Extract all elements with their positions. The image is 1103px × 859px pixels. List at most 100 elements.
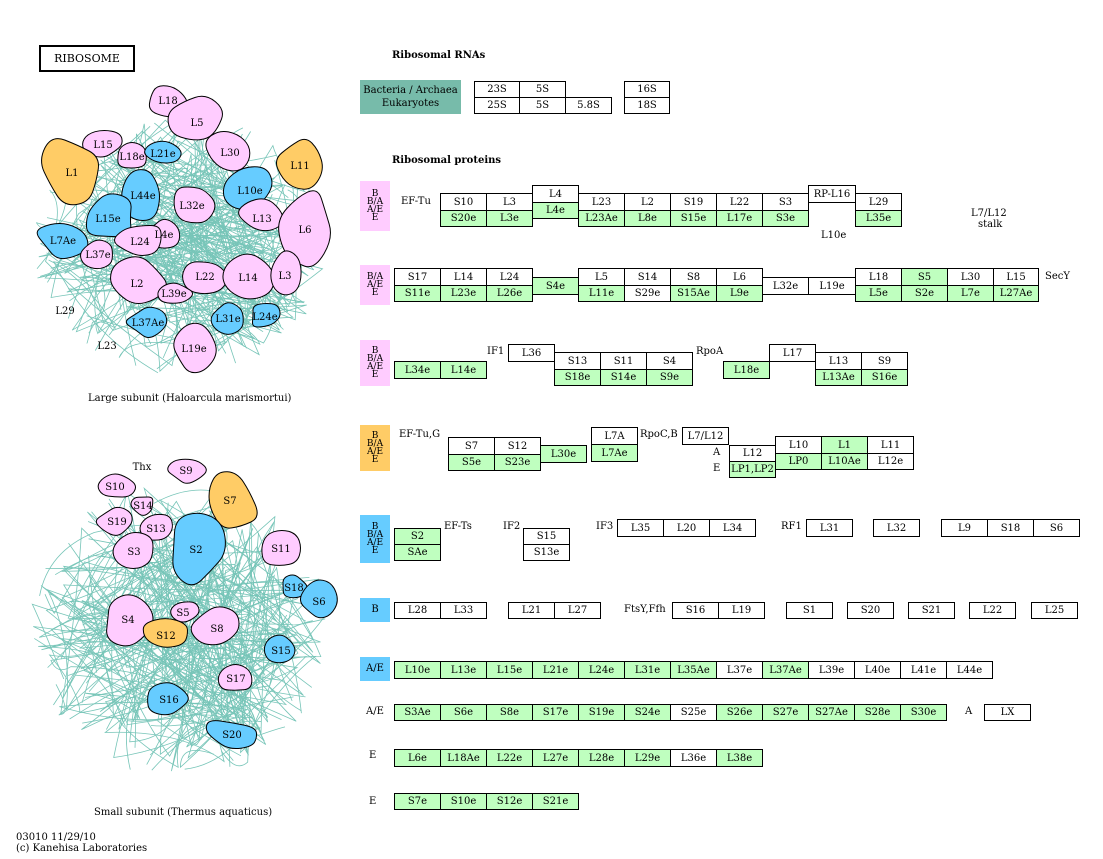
rna-23s[interactable]: 23S	[474, 81, 520, 98]
gene-S12e[interactable]: S12e	[486, 793, 533, 810]
gene-L32e[interactable]: L32e	[762, 277, 809, 295]
gene-S4e[interactable]: S4e	[532, 277, 579, 295]
gene-L9e[interactable]: L9e	[716, 285, 763, 302]
gene-L27[interactable]: L27	[554, 602, 601, 619]
gene-L37Ae[interactable]: L37Ae	[762, 661, 809, 679]
gene-S7[interactable]: S7	[448, 437, 495, 455]
gene-L10Ae[interactable]: L10Ae	[821, 453, 868, 470]
gene-S18[interactable]: S18	[987, 519, 1034, 537]
gene-L23[interactable]: L23	[578, 193, 625, 211]
gene-L8e[interactable]: L8e	[624, 210, 671, 227]
gene-S10[interactable]: S10	[440, 193, 487, 211]
gene-S3Ae[interactable]: S3Ae	[394, 704, 441, 721]
gene-S30e[interactable]: S30e	[900, 704, 947, 721]
gene-L35e[interactable]: L35e	[855, 210, 902, 227]
gene-L18[interactable]: L18	[855, 268, 902, 286]
gene-L3[interactable]: L3	[486, 193, 533, 211]
rna-16s[interactable]: 16S	[624, 81, 670, 98]
gene-S17e[interactable]: S17e	[532, 704, 579, 721]
gene-S28e[interactable]: S28e	[854, 704, 901, 721]
gene-S15e[interactable]: S15e	[670, 210, 717, 227]
gene-S14[interactable]: S14	[624, 268, 671, 286]
gene-L17[interactable]: L17	[769, 344, 816, 362]
gene-S9[interactable]: S9	[861, 352, 908, 370]
gene-L22-b[interactable]: L22	[969, 602, 1016, 619]
gene-S2[interactable]: S2	[394, 528, 441, 545]
gene-L39e[interactable]: L39e	[808, 661, 855, 679]
gene-S23e[interactable]: S23e	[494, 454, 541, 471]
gene-S16e[interactable]: S16e	[861, 369, 908, 386]
gene-L18Ae[interactable]: L18Ae	[440, 749, 487, 767]
rna-5s-bacteria[interactable]: 5S	[519, 81, 566, 98]
gene-SAe[interactable]: SAe	[394, 544, 441, 561]
gene-L7-L12[interactable]: L7/L12	[682, 427, 729, 445]
gene-S3e[interactable]: S3e	[762, 210, 809, 227]
gene-S3[interactable]: S3	[762, 193, 809, 211]
gene-L13[interactable]: L13	[815, 352, 862, 370]
gene-L9[interactable]: L9	[941, 519, 988, 537]
gene-L20[interactable]: L20	[663, 519, 710, 537]
gene-S24e[interactable]: S24e	[624, 704, 671, 721]
gene-S6e[interactable]: S6e	[440, 704, 487, 721]
rna-25s[interactable]: 25S	[474, 97, 520, 114]
gene-L10[interactable]: L10	[775, 436, 822, 454]
gene-L17e[interactable]: L17e	[716, 210, 763, 227]
gene-S8e[interactable]: S8e	[486, 704, 533, 721]
gene-L10e[interactable]: L10e	[394, 661, 441, 679]
gene-L30e[interactable]: L30e	[540, 445, 587, 463]
gene-L29[interactable]: L29	[855, 193, 902, 211]
gene-S21e[interactable]: S21e	[532, 793, 579, 810]
gene-S15Ae[interactable]: S15Ae	[670, 285, 717, 302]
gene-S10e[interactable]: S10e	[440, 793, 487, 810]
gene-L22[interactable]: L22	[716, 193, 763, 211]
gene-S5e[interactable]: S5e	[448, 454, 495, 471]
gene-L36[interactable]: L36	[508, 344, 555, 362]
gene-L3e[interactable]: L3e	[486, 210, 533, 227]
gene-L33[interactable]: L33	[440, 602, 487, 619]
gene-LP1-LP2[interactable]: LP1,LP2	[729, 461, 776, 478]
rna-5-8s[interactable]: 5.8S	[565, 97, 612, 114]
gene-L1[interactable]: L1	[821, 436, 868, 454]
gene-S7e[interactable]: S7e	[394, 793, 441, 810]
gene-L11[interactable]: L11	[867, 436, 914, 454]
gene-L38e[interactable]: L38e	[716, 749, 763, 767]
gene-L26e[interactable]: L26e	[486, 285, 533, 302]
gene-L41e[interactable]: L41e	[900, 661, 947, 679]
gene-L35[interactable]: L35	[617, 519, 664, 537]
gene-S20e[interactable]: S20e	[440, 210, 487, 227]
gene-S16[interactable]: S16	[672, 602, 719, 619]
gene-L24[interactable]: L24	[486, 268, 533, 286]
gene-S6[interactable]: S6	[1033, 519, 1080, 537]
gene-L14[interactable]: L14	[440, 268, 487, 286]
gene-L13Ae[interactable]: L13Ae	[815, 369, 862, 386]
gene-L34e[interactable]: L34e	[394, 361, 441, 379]
gene-S13e[interactable]: S13e	[523, 544, 570, 561]
gene-L4e[interactable]: L4e	[532, 202, 579, 219]
gene-L44e[interactable]: L44e	[946, 661, 993, 679]
gene-S27Ae[interactable]: S27Ae	[808, 704, 855, 721]
gene-L5e[interactable]: L5e	[855, 285, 902, 302]
gene-RP-L16[interactable]: RP-L16	[808, 185, 856, 203]
gene-S12[interactable]: S12	[494, 437, 541, 455]
gene-L36e[interactable]: L36e	[670, 749, 717, 767]
gene-S13[interactable]: S13	[554, 352, 601, 370]
gene-L23e[interactable]: L23e	[440, 285, 487, 302]
gene-L11e[interactable]: L11e	[578, 285, 625, 302]
rna-5s-eukaryote[interactable]: 5S	[519, 97, 566, 114]
gene-L29e[interactable]: L29e	[624, 749, 671, 767]
gene-L32[interactable]: L32	[873, 519, 920, 537]
gene-L7A[interactable]: L7A	[591, 427, 638, 445]
gene-L31[interactable]: L31	[806, 519, 853, 537]
gene-S11e[interactable]: S11e	[394, 285, 441, 302]
gene-L18e[interactable]: L18e	[723, 361, 770, 379]
gene-L30[interactable]: L30	[947, 268, 994, 286]
gene-L34[interactable]: L34	[709, 519, 756, 537]
gene-S18e[interactable]: S18e	[554, 369, 601, 386]
gene-S5[interactable]: S5	[901, 268, 948, 286]
gene-S20[interactable]: S20	[847, 602, 894, 619]
gene-S19e[interactable]: S19e	[578, 704, 625, 721]
gene-L24e[interactable]: L24e	[578, 661, 625, 679]
rna-18s[interactable]: 18S	[624, 97, 670, 114]
gene-L7Ae[interactable]: L7Ae	[591, 444, 638, 462]
gene-L28e[interactable]: L28e	[578, 749, 625, 767]
